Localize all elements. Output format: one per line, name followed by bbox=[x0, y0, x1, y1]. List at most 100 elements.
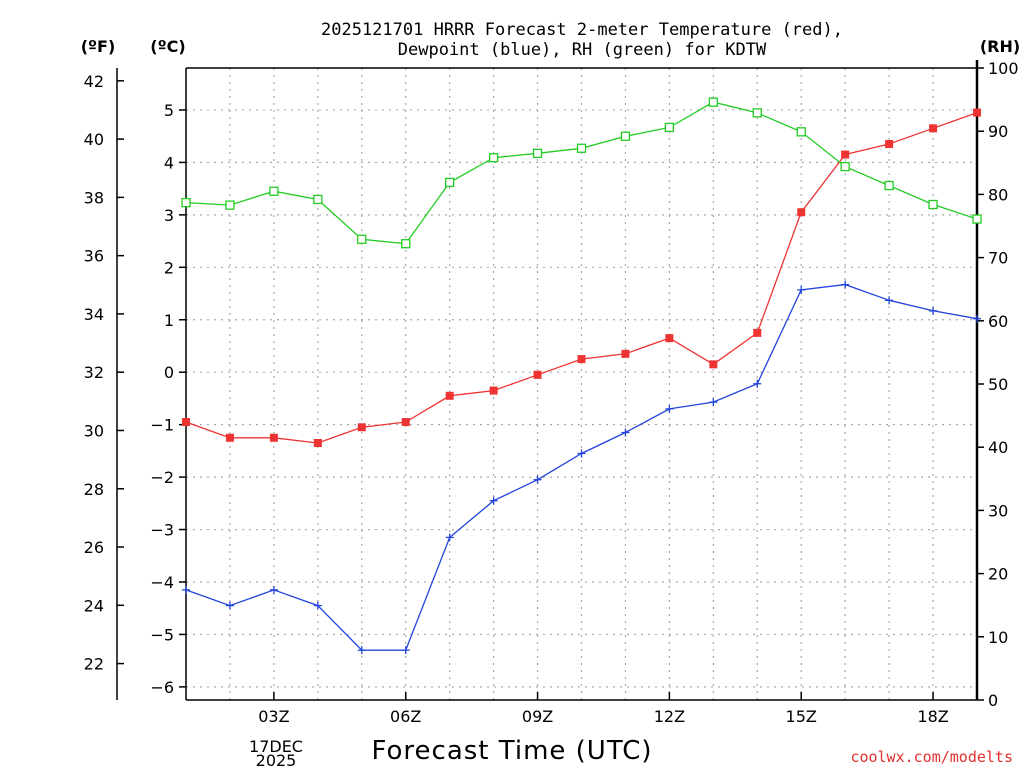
temperature-point bbox=[753, 328, 762, 337]
rh-point bbox=[532, 148, 543, 158]
rh-point bbox=[445, 177, 455, 188]
fahrenheit-tick-label: 42 bbox=[84, 72, 104, 91]
x-axis-label: Forecast Time (UTC) bbox=[371, 736, 652, 766]
dewpoint-point bbox=[269, 585, 278, 594]
tick-labels: −6−5−4−3−2−10123452224262830323436384042… bbox=[84, 59, 1019, 726]
dewpoint-point bbox=[841, 280, 850, 289]
celsius-tick-label: 2 bbox=[164, 258, 174, 277]
dewpoint-point bbox=[533, 475, 542, 484]
dewpoint-point bbox=[709, 398, 718, 407]
rh-tick-label: 60 bbox=[988, 312, 1008, 331]
axes bbox=[116, 60, 984, 701]
fahrenheit-tick-label: 32 bbox=[84, 363, 104, 382]
temperature-point bbox=[182, 418, 190, 427]
temperature-point bbox=[709, 360, 718, 369]
temperature-point bbox=[533, 370, 542, 379]
rh-tick-label: 100 bbox=[988, 59, 1019, 78]
rh-point bbox=[620, 131, 631, 141]
temperature-point bbox=[929, 124, 938, 133]
x-tick-label: 15Z bbox=[786, 707, 817, 726]
temperature-point bbox=[225, 433, 234, 442]
temperature-point bbox=[269, 433, 278, 442]
dewpoint-point bbox=[357, 646, 366, 655]
temperature-point bbox=[401, 418, 410, 427]
date-label-day: 17DEC bbox=[249, 737, 303, 756]
rh-tick-label: 50 bbox=[988, 375, 1008, 394]
fahrenheit-tick-label: 22 bbox=[84, 655, 104, 674]
temperature-point bbox=[577, 355, 586, 364]
celsius-tick-label: −3 bbox=[150, 521, 174, 540]
rh-tick-label: 80 bbox=[988, 185, 1008, 204]
celsius-tick-label: −1 bbox=[150, 416, 174, 435]
rh-point bbox=[972, 214, 982, 224]
dewpoint-point bbox=[313, 601, 322, 610]
series-dewpoint bbox=[182, 280, 981, 655]
rh-point bbox=[313, 194, 323, 205]
series-temperature bbox=[182, 108, 981, 448]
celsius-unit-label: (ºC) bbox=[150, 37, 185, 56]
celsius-tick-label: 0 bbox=[164, 363, 174, 382]
rh-point bbox=[576, 143, 587, 153]
rh-point bbox=[357, 234, 367, 244]
temperature-point bbox=[489, 386, 498, 395]
fahrenheit-tick-label: 30 bbox=[84, 421, 104, 440]
fahrenheit-tick-label: 40 bbox=[84, 130, 104, 149]
fahrenheit-tick-label: 36 bbox=[84, 247, 104, 266]
dewpoint-point bbox=[929, 306, 938, 315]
rh-point bbox=[181, 197, 191, 208]
rh-point bbox=[708, 97, 718, 107]
temperature-point bbox=[621, 349, 630, 358]
fahrenheit-tick-label: 38 bbox=[84, 188, 104, 207]
dewpoint-point bbox=[753, 379, 762, 388]
x-tick-label: 18Z bbox=[917, 707, 948, 726]
dewpoint-point bbox=[973, 314, 981, 323]
dewpoint-point bbox=[401, 646, 410, 655]
celsius-tick-label: −5 bbox=[150, 625, 174, 644]
rh-tick-label: 0 bbox=[988, 691, 998, 710]
dewpoint-point bbox=[621, 428, 630, 437]
chart-title-line2: Dewpoint (blue), RH (green) for KDTW bbox=[398, 40, 767, 60]
temperature-point bbox=[885, 140, 894, 149]
rh-unit-label: (RH) bbox=[980, 37, 1020, 56]
rh-point bbox=[840, 161, 850, 172]
rh-point bbox=[752, 108, 762, 118]
celsius-tick-label: −2 bbox=[150, 468, 174, 487]
fahrenheit-tick-label: 26 bbox=[84, 538, 104, 557]
rh-tick-label: 70 bbox=[988, 249, 1008, 268]
rh-tick-label: 90 bbox=[988, 122, 1008, 141]
temperature-point bbox=[313, 439, 322, 448]
dewpoint-point bbox=[445, 533, 454, 542]
x-tick-label: 09Z bbox=[522, 707, 553, 726]
credit-label: coolwx.com/modelts bbox=[850, 748, 1013, 766]
celsius-tick-label: 3 bbox=[164, 206, 174, 225]
temperature-point bbox=[797, 208, 806, 217]
celsius-tick-label: −6 bbox=[150, 678, 174, 697]
temperature-point bbox=[665, 334, 674, 343]
grid-lines bbox=[186, 68, 977, 700]
x-tick-label: 03Z bbox=[258, 707, 289, 726]
temperature-point bbox=[357, 423, 366, 432]
temperature-point bbox=[841, 150, 850, 159]
dewpoint-point bbox=[885, 296, 894, 305]
rh-point bbox=[884, 180, 894, 191]
rh-point bbox=[796, 127, 806, 137]
dewpoint-point bbox=[665, 404, 674, 413]
x-tick-label: 06Z bbox=[390, 707, 421, 726]
rh-point bbox=[401, 239, 411, 249]
dewpoint-point bbox=[182, 585, 190, 594]
celsius-tick-label: −4 bbox=[150, 573, 174, 592]
celsius-tick-label: 1 bbox=[164, 311, 174, 330]
temperature-point bbox=[445, 391, 454, 400]
dewpoint-point bbox=[797, 285, 806, 294]
rh-tick-label: 20 bbox=[988, 565, 1008, 584]
x-tick-label: 12Z bbox=[654, 707, 685, 726]
rh-tick-label: 10 bbox=[988, 628, 1008, 647]
date-label-year: 2025 bbox=[256, 751, 297, 768]
chart-title-line1: 2025121701 HRRR Forecast 2-meter Tempera… bbox=[321, 20, 843, 40]
rh-point bbox=[928, 199, 938, 210]
fahrenheit-tick-label: 34 bbox=[84, 305, 104, 324]
dewpoint-point bbox=[225, 601, 234, 610]
fahrenheit-tick-label: 24 bbox=[84, 596, 104, 615]
dewpoint-point bbox=[577, 449, 586, 458]
